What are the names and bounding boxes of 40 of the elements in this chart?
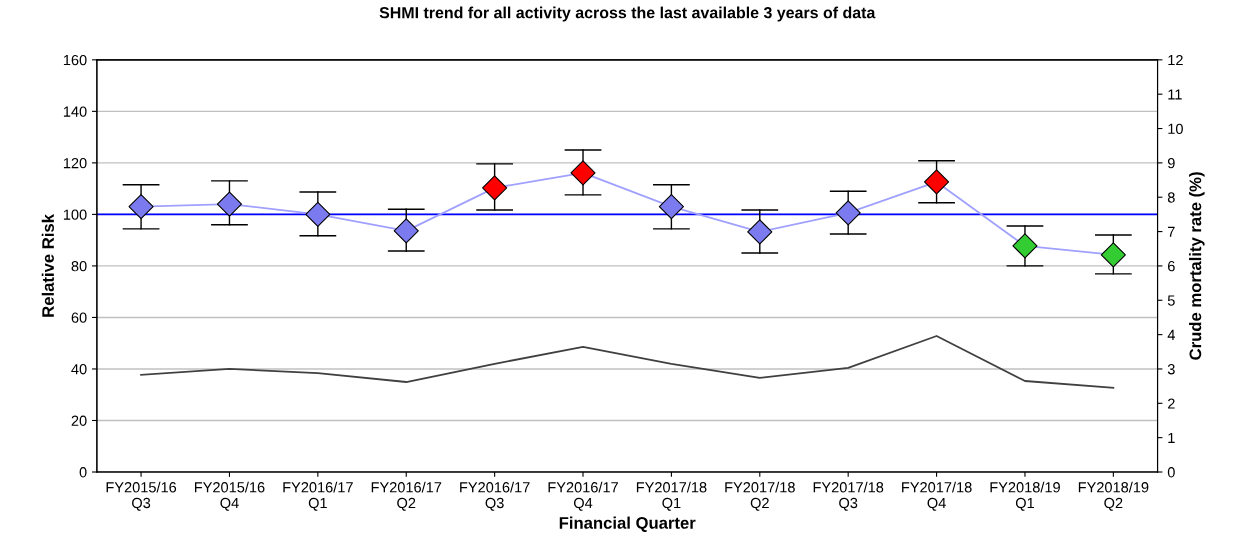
- y2-tick-label: 1: [1168, 432, 1175, 443]
- point: [835, 200, 861, 226]
- y-tick-label: 140: [63, 106, 87, 117]
- y2-tick-label: 10: [1168, 123, 1183, 134]
- x-tick-label: FY2016/17 Q3: [460, 481, 530, 511]
- y2-tick-label: 7: [1168, 226, 1175, 237]
- y2-tick-label: 5: [1167, 295, 1175, 306]
- x-tick-label: FY2016/17 Q4: [548, 481, 618, 511]
- y-tick-label: 0: [79, 467, 87, 478]
- y-tick-label: 80: [71, 261, 87, 272]
- y2-tick-label: 9: [1167, 157, 1175, 169]
- y2-axis-title: Crude mortality rate (%): [1189, 172, 1205, 360]
- y2-tick-label: 8: [1167, 192, 1175, 203]
- y-tick-label: 100: [63, 209, 87, 220]
- y-tick-label: 40: [71, 364, 87, 375]
- y-tick-label: 160: [63, 54, 87, 66]
- x-tick-label: FY2018/19 Q2: [1078, 481, 1149, 511]
- x-tick-label: FY2016/17 Q2: [371, 481, 442, 511]
- line-series: [140, 335, 1115, 389]
- y2-tick-label: 3: [1167, 364, 1175, 375]
- x-tick-label: FY2015/16 Q3: [106, 481, 177, 511]
- x-tick-label: FY2017/18 Q3: [813, 481, 884, 511]
- y2-tick-label: 6: [1168, 261, 1175, 272]
- y2-tick-label: 12: [1168, 54, 1183, 66]
- x-axis-title: Financial Quarter: [559, 516, 696, 532]
- chart-title: SHMI trend for all activity across the last available 3 years of data: [379, 6, 876, 22]
- y-tick-label: 120: [63, 157, 87, 169]
- y2-tick-label: 0: [1167, 467, 1175, 478]
- x-tick-label: FY2017/18 Q4: [902, 481, 972, 511]
- y-tick-label: 20: [71, 415, 87, 426]
- x-tick-label: FY2018/19 Q1: [990, 481, 1060, 511]
- y2-tick-label: 11: [1168, 89, 1182, 100]
- y2-tick-label: 4: [1167, 329, 1175, 340]
- y2-tick-label: 2: [1168, 398, 1175, 409]
- y-tick-label: 60: [71, 312, 87, 323]
- x-tick-label: FY2017/18 Q1: [636, 481, 707, 511]
- y-axis-title: Relative Risk: [41, 214, 54, 317]
- x-tick-label: FY2015/16 Q4: [194, 481, 265, 511]
- x-tick-label: FY2016/17 Q1: [283, 481, 353, 511]
- x-tick-label: FY2017/18 Q2: [725, 481, 795, 511]
